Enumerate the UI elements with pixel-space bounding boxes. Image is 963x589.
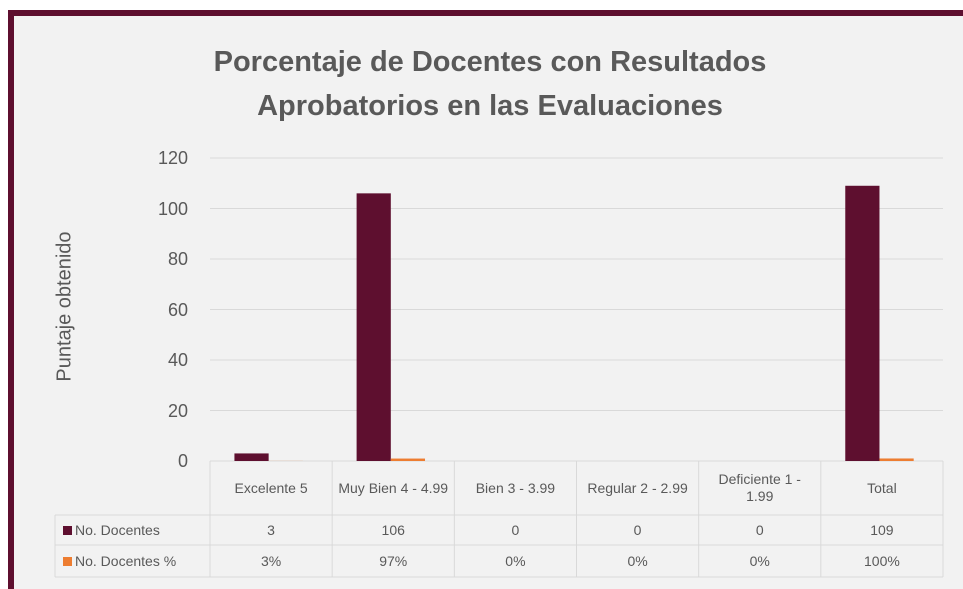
table-category: Regular 2 - 2.99 — [587, 479, 688, 496]
table-category: Excelente 5 — [234, 479, 308, 496]
y-tick-label: 60 — [167, 299, 188, 320]
table-value: 3% — [260, 552, 282, 569]
table-value: 0% — [505, 552, 526, 569]
y-tick-label: 0 — [177, 451, 188, 471]
y-tick-label: 20 — [167, 400, 188, 421]
y-tick-label: 100 — [157, 198, 188, 219]
bar — [390, 458, 426, 461]
table-value: 0% — [627, 552, 648, 569]
y-axis-label: Puntaje obtenido — [53, 231, 76, 382]
table-value: 0 — [633, 521, 642, 538]
table-value: 0% — [749, 552, 770, 569]
legend-label: No. Docentes — [75, 521, 160, 538]
table-value: 0 — [511, 521, 520, 538]
table-category: Total — [867, 479, 897, 496]
chart-title: Porcentaje de Docentes con Resultados Ap… — [213, 46, 767, 122]
table-value: 100% — [864, 552, 900, 569]
legend-label: No. Docentes % — [75, 552, 177, 569]
table-value: 106 — [381, 521, 405, 538]
table-value: 3 — [267, 521, 275, 538]
legend-entry: No. Docentes % — [55, 545, 210, 577]
bar — [845, 185, 880, 461]
chart-frame — [8, 10, 963, 589]
table-category: Muy Bien 4 - 4.99 — [338, 479, 449, 496]
table-value: 97% — [379, 552, 408, 569]
y-tick-label: 80 — [167, 249, 188, 269]
table-value: 109 — [870, 521, 894, 538]
legend-key — [63, 556, 72, 566]
bar — [356, 193, 391, 461]
y-tick-label: 120 — [157, 148, 188, 168]
bar — [879, 458, 914, 461]
legend-key — [63, 525, 72, 535]
table-value: 0 — [755, 521, 764, 538]
legend-entry: No. Docentes — [55, 515, 210, 545]
bar — [234, 453, 269, 461]
table-category: Bien 3 - 3.99 — [475, 479, 556, 496]
y-tick-label: 40 — [167, 350, 188, 370]
table-category: Deficiente 1 - 1.99 — [718, 471, 801, 504]
